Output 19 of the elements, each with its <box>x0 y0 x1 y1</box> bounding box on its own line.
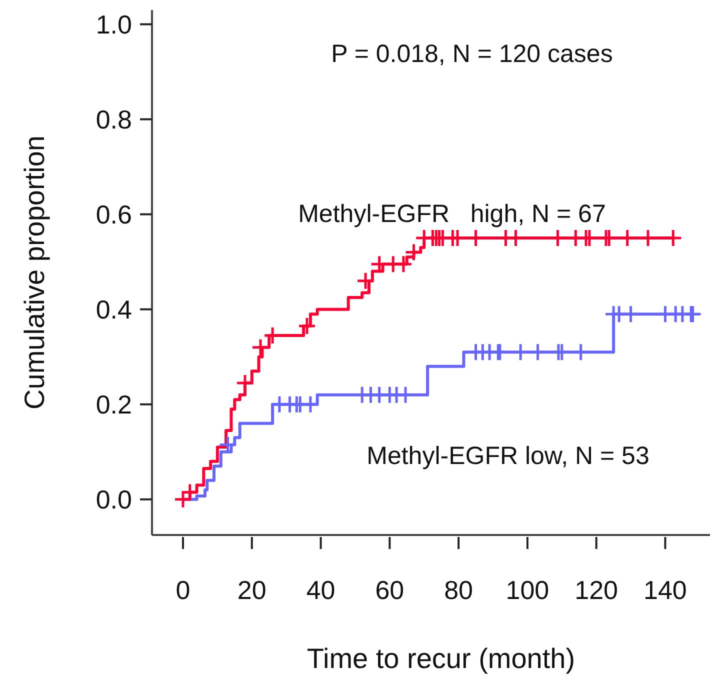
y-tick-label: 0.2 <box>96 389 132 420</box>
x-tick-label: 0 <box>176 575 190 606</box>
x-tick-label: 80 <box>444 575 474 606</box>
x-tick-label: 60 <box>375 575 404 606</box>
annotation: P = 0.018, N = 120 cases <box>331 40 613 68</box>
y-tick-label: 0.0 <box>96 484 132 514</box>
y-tick-label: 0.4 <box>96 294 132 324</box>
x-tick-label: 100 <box>506 575 550 606</box>
y-axis-title: Cumulative proportion <box>19 136 50 410</box>
series-label: Methyl-EGFR high, N = 67 <box>298 200 606 228</box>
y-tick-label: 0.8 <box>96 104 132 134</box>
y-tick-label: 0.6 <box>96 199 132 230</box>
series-label: Methyl-EGFR low, N = 53 <box>366 442 650 470</box>
x-axis-title: Time to recur (month) <box>306 643 576 674</box>
x-tick-label: 140 <box>644 575 687 606</box>
x-tick-label: 40 <box>306 575 336 606</box>
y-tick-label: 1.0 <box>96 9 132 40</box>
x-tick-label: 120 <box>574 575 618 606</box>
x-tick-label: 20 <box>237 575 266 606</box>
